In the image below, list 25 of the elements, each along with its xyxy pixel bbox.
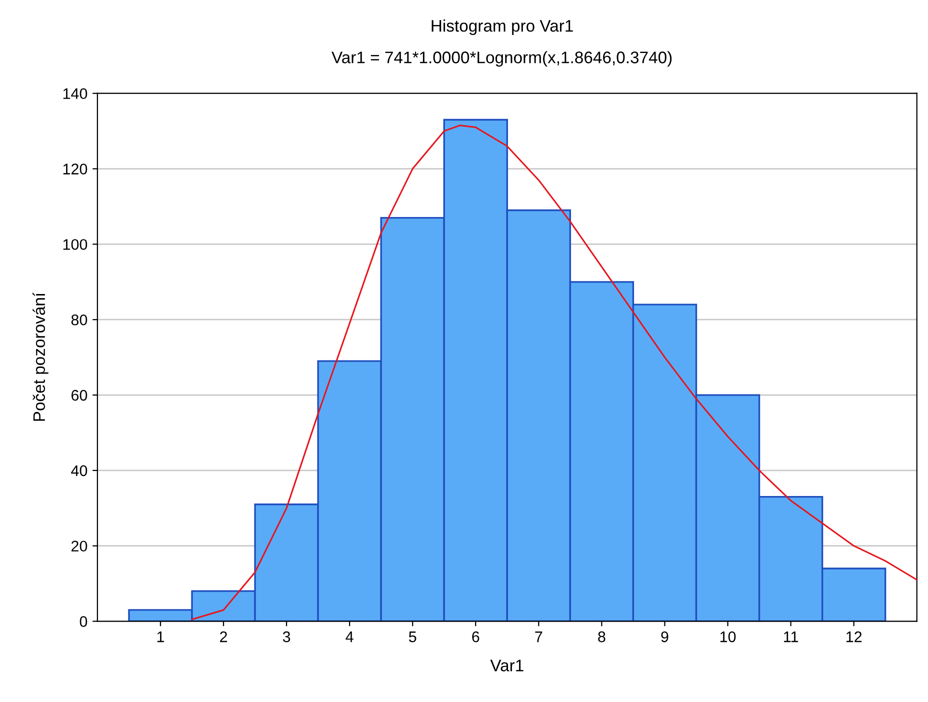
x-tick-label: 9: [661, 631, 668, 642]
x-tick-label: 7: [535, 632, 542, 642]
y-tick-label: 20: [71, 540, 88, 552]
x-tick-label: 11: [784, 632, 798, 642]
y-tick-label: 60: [72, 390, 88, 401]
chart-subtitle: Var1 = 741*1.0000*Lognorm(x,1.8646,0.3740): [332, 51, 672, 67]
x-tick-label: 6: [472, 631, 480, 642]
x-tick-label: 10: [720, 631, 736, 642]
y-tick-label: 100: [63, 239, 88, 250]
y-tick-label: 40: [71, 465, 88, 476]
y-tick-label: 0: [80, 616, 88, 627]
x-tick-label: 2: [220, 631, 227, 642]
x-tick-label: 4: [346, 632, 354, 642]
x-axis-title: Var1: [490, 660, 524, 672]
y-axis-title: Počet pozorování: [32, 292, 48, 421]
x-tick-label: 8: [598, 631, 606, 642]
chart-title: Histogram pro Var1: [432, 20, 573, 36]
line-series: [191, 124, 917, 620]
x-tick-label: 3: [282, 631, 290, 642]
y-tick-label: 120: [63, 164, 88, 174]
y-tick-label: 140: [63, 88, 88, 100]
x-tick-label: 5: [408, 632, 416, 642]
x-tick-label: 1: [157, 632, 164, 642]
x-tick-label: 12: [846, 631, 862, 642]
y-tick-label: 80: [71, 314, 88, 326]
